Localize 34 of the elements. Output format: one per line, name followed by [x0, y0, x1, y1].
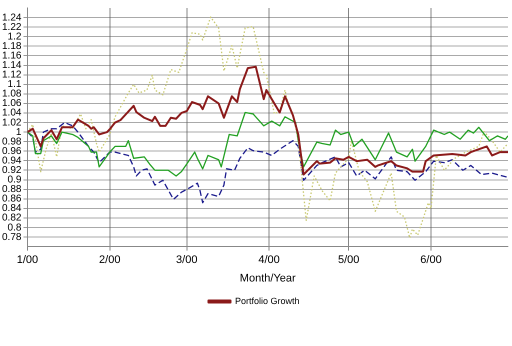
line-series [27, 122, 508, 204]
y-tick-label: 0.78 [2, 232, 22, 243]
x-tick-label: 1/00 [16, 254, 38, 266]
y-tick-label: 1.08 [2, 88, 22, 100]
y-tick-label: 0.82 [2, 212, 22, 224]
y-tick-label: 1.02 [2, 117, 22, 128]
y-tick-label: 1.24 [2, 12, 22, 24]
y-tick-label: 1.14 [2, 60, 22, 72]
legend-label: Portfolio Growth [234, 296, 300, 306]
x-tick-label: 6/00 [420, 254, 442, 266]
y-tick-label: 0.8 [8, 222, 22, 234]
x-axis-title: Month/Year [240, 272, 296, 284]
y-tick-label: 1.18 [2, 40, 22, 52]
y-tick-label: 1.06 [2, 98, 22, 110]
y-tick-label: 1.22 [2, 22, 22, 33]
x-tick-label: 5/00 [338, 254, 360, 266]
y-tick-label: 1.04 [2, 108, 22, 119]
x-tick-label: 2/00 [99, 254, 120, 266]
y-tick-label: 0.88 [2, 184, 22, 196]
y-tick-label: 0.92 [2, 165, 22, 176]
y-tick-label: 1.2 [8, 31, 22, 42]
x-tick-label: 3/00 [176, 254, 198, 266]
x-tick-label: 4/00 [258, 254, 280, 266]
y-tick-label: 1.1 [8, 79, 22, 90]
y-tick-label: 1.16 [2, 50, 22, 62]
y-tick-label: 0.84 [2, 203, 22, 214]
line-series [27, 16, 508, 239]
y-tick-label: 0.94 [2, 155, 22, 166]
y-tick-label: 0.96 [2, 146, 22, 157]
y-tick-label: 1.12 [2, 70, 22, 81]
y-tick-label: 0.98 [2, 136, 22, 148]
y-tick-label: 1 [16, 126, 22, 138]
y-tick-label: 0.9 [8, 174, 22, 186]
y-tick-label: 0.86 [2, 194, 22, 205]
